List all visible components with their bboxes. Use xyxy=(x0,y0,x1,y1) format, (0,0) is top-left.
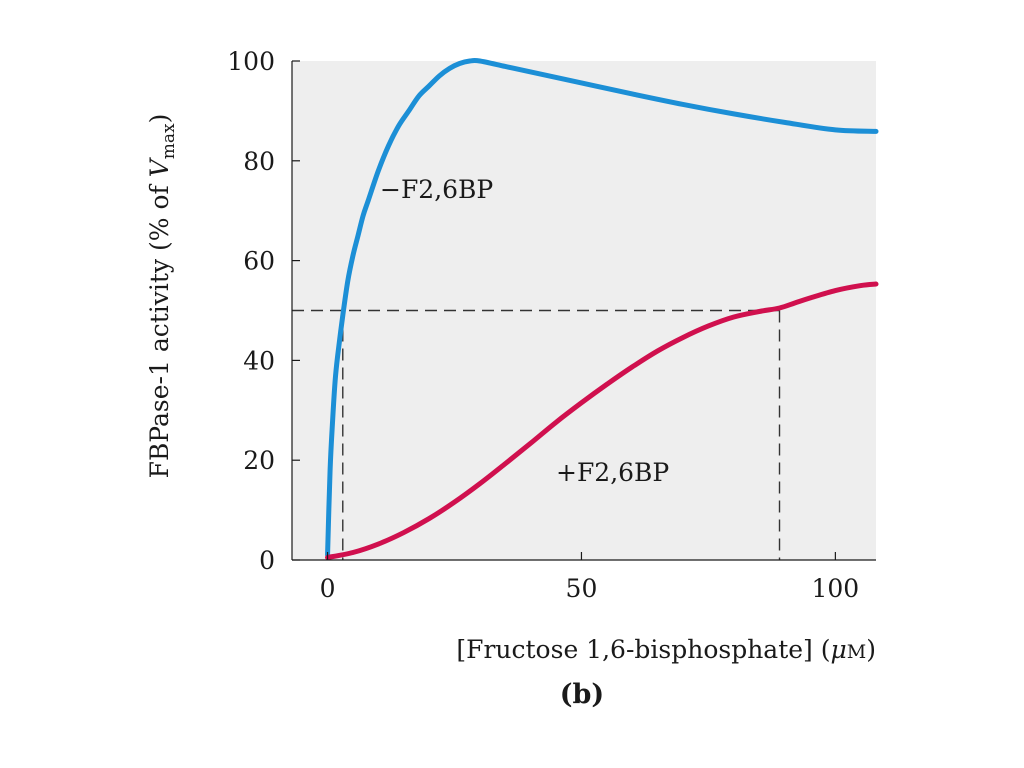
y-tick-label: 20 xyxy=(243,446,275,475)
y-axis-label-sub: max xyxy=(159,123,179,159)
x-tick-label: 0 xyxy=(320,574,336,603)
y-axis-label-v: V xyxy=(145,156,174,177)
panel-label: (b) xyxy=(560,679,604,710)
y-axis-label-main: FBPase-1 activity (% of xyxy=(145,177,174,478)
series-label-plus: +F2,6BP xyxy=(556,458,669,487)
series-line-plus-f26bp xyxy=(325,281,879,560)
x-axis-ticks: 0 50 100 xyxy=(320,552,860,603)
series-label-minus: −F2,6BP xyxy=(380,175,493,204)
series-layer xyxy=(325,57,879,560)
y-tick-label: 100 xyxy=(227,47,275,76)
x-axis-label-unit-mu: μ xyxy=(831,635,847,664)
y-tick-label: 40 xyxy=(243,346,275,375)
x-axis-label-main: [Fructose 1,6-bisphosphate] ( xyxy=(456,635,830,664)
y-tick-label: 80 xyxy=(243,147,275,176)
x-tick-label: 100 xyxy=(812,574,860,603)
x-axis-label: [Fructose 1,6-bisphosphate] (μM) xyxy=(456,635,876,664)
y-tick-label: 0 xyxy=(259,546,275,575)
series-line-minus-f26bp xyxy=(325,57,879,558)
x-axis-label-unit-m: M xyxy=(847,641,866,663)
y-tick-label: 60 xyxy=(243,247,275,276)
x-tick-label: 50 xyxy=(566,574,598,603)
reference-lines xyxy=(292,309,781,560)
y-axis-label: FBPase-1 activity (% of Vmax) xyxy=(145,114,179,479)
x-axis-label-close: ) xyxy=(866,635,876,664)
y-axis-ticks: 0 20 40 60 80 100 xyxy=(227,47,300,575)
y-axis-label-close: ) xyxy=(145,114,174,124)
